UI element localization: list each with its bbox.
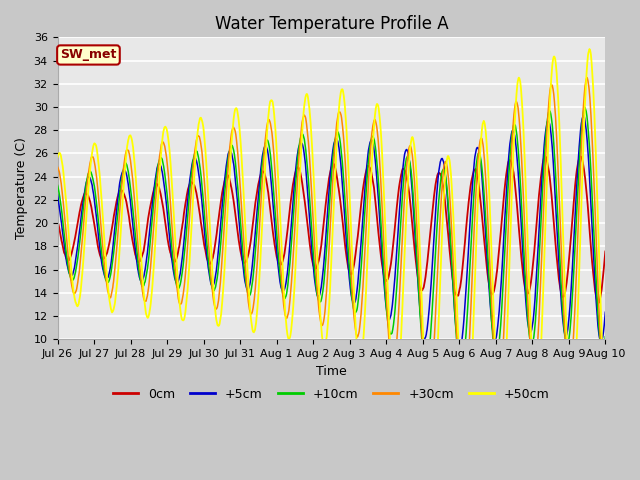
Text: SW_met: SW_met: [60, 48, 116, 61]
Title: Water Temperature Profile A: Water Temperature Profile A: [214, 15, 448, 33]
Y-axis label: Temperature (C): Temperature (C): [15, 137, 28, 239]
Legend: 0cm, +5cm, +10cm, +30cm, +50cm: 0cm, +5cm, +10cm, +30cm, +50cm: [108, 383, 555, 406]
X-axis label: Time: Time: [316, 365, 347, 378]
